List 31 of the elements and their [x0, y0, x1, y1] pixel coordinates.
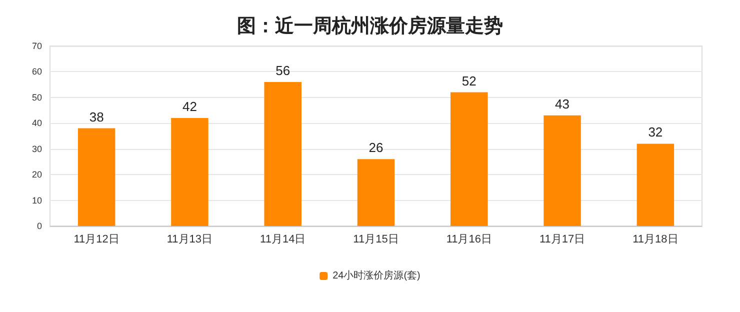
y-tick-label: 70: [32, 41, 42, 51]
bar: [78, 128, 116, 226]
data-label: 38: [89, 109, 104, 124]
y-tick-label: 40: [32, 118, 42, 128]
data-label: 42: [182, 99, 197, 114]
x-tick-label: 11月18日: [632, 234, 678, 246]
data-label: 52: [462, 73, 476, 88]
bar: [544, 115, 581, 226]
bar: [450, 92, 488, 226]
y-tick-label: 0: [36, 221, 42, 231]
data-label: 43: [555, 96, 570, 112]
x-tick-label: 11月16日: [446, 234, 492, 246]
legend-label: 24小时涨价房源(套): [332, 270, 420, 282]
bar: [636, 144, 674, 226]
bar: [171, 118, 208, 226]
y-tick-label: 10: [32, 195, 42, 206]
y-tick-label: 30: [32, 144, 42, 154]
bar: [357, 159, 395, 226]
bar: [264, 82, 302, 226]
y-tick-label: 50: [32, 92, 42, 102]
data-label: 56: [276, 63, 290, 78]
y-tick-label: 20: [32, 170, 42, 180]
data-label: 32: [648, 124, 663, 140]
y-tick-label: 60: [32, 66, 42, 77]
x-tick-label: 11月14日: [260, 234, 306, 246]
x-tick-label: 11月15日: [353, 234, 399, 246]
x-tick-label: 11月13日: [166, 234, 213, 246]
x-tick-label: 11月17日: [539, 234, 586, 246]
data-label: 26: [368, 140, 384, 156]
x-tick-label: 11月12日: [74, 234, 120, 246]
chart-title: 图：近一周杭州涨价房源量走势: [237, 15, 503, 37]
